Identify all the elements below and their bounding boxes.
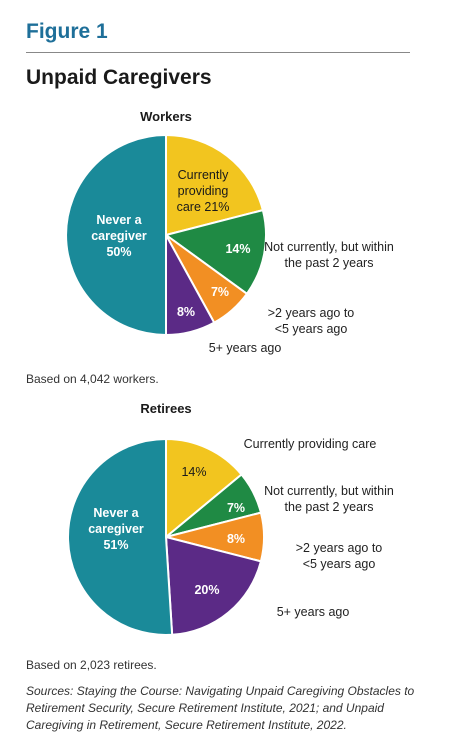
workers-note: Based on 4,042 workers. (26, 372, 159, 386)
pie-slice-current (165, 437, 243, 540)
category-label: >2 years ago to <5 years ago (296, 541, 383, 571)
pie-title: Retirees (140, 401, 191, 416)
slice-value-label: 14% (225, 242, 250, 256)
pie-slice-current (165, 133, 265, 237)
slice-value-label: 8% (227, 532, 245, 546)
figure-label: Figure 1 (26, 20, 108, 43)
slice-value-label: Never a caregiver 50% (91, 213, 147, 259)
slice-value-label: 14% (181, 465, 206, 479)
divider (26, 52, 410, 53)
pie-slice-recent-past (163, 208, 267, 296)
pie-slice-long-past (164, 535, 263, 636)
slice-value-label: Currently providing care 21% (177, 168, 230, 214)
retirees-note: Based on 2,023 retirees. (26, 658, 157, 672)
slice-value-label: 20% (194, 583, 219, 597)
pie-slice-never (65, 133, 167, 337)
workers-pie-chart: Workers Currently providing care 21% 14% 7% 8%… (65, 109, 394, 355)
category-label: Not currently, but within the past 2 year… (264, 240, 394, 270)
retirees-pie-chart: Retirees 14% 7% 8% 20% Never a caregiver 51% Cur… (67, 401, 394, 636)
sources-text: Sources: Staying the Course: Navigating … (26, 684, 415, 732)
category-label: >2 years ago to <5 years ago (268, 306, 355, 336)
figure-title: Unpaid Caregivers (26, 66, 212, 89)
slice-value-label: Never a caregiver 51% (88, 506, 144, 552)
slice-value-label: 8% (177, 305, 195, 319)
category-label: 5+ years ago (277, 605, 350, 619)
category-label: Currently providing care (244, 437, 377, 451)
pie-title: Workers (140, 109, 192, 124)
slice-value-label: 7% (211, 285, 229, 299)
pie-slice-never (67, 437, 174, 636)
category-label: 5+ years ago (209, 341, 282, 355)
category-label: Not currently, but within the past 2 year… (264, 484, 394, 514)
slice-value-label: 7% (227, 501, 245, 515)
